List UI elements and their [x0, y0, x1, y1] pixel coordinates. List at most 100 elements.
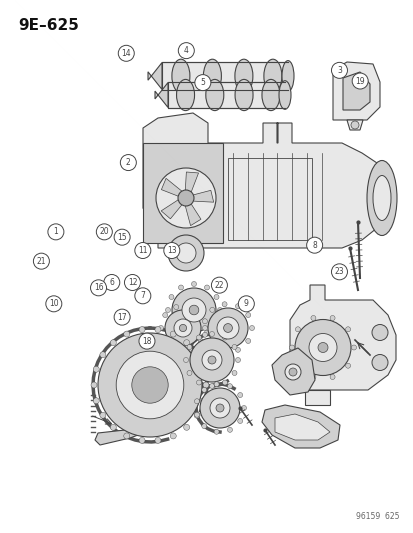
Text: 18: 18	[142, 337, 151, 345]
Circle shape	[331, 264, 347, 280]
Polygon shape	[168, 82, 284, 108]
Ellipse shape	[234, 59, 252, 93]
Ellipse shape	[139, 438, 145, 443]
Ellipse shape	[235, 358, 240, 362]
Ellipse shape	[183, 340, 189, 346]
Circle shape	[104, 274, 119, 290]
Ellipse shape	[191, 334, 196, 338]
Polygon shape	[142, 113, 386, 248]
Circle shape	[96, 224, 112, 240]
Ellipse shape	[169, 320, 173, 326]
Circle shape	[124, 274, 140, 290]
Ellipse shape	[171, 59, 190, 93]
Circle shape	[48, 224, 64, 240]
Polygon shape	[304, 390, 329, 405]
Text: 12: 12	[128, 278, 137, 287]
Circle shape	[371, 354, 387, 370]
Text: 6: 6	[109, 278, 114, 287]
Ellipse shape	[173, 346, 178, 351]
Ellipse shape	[110, 424, 116, 430]
Ellipse shape	[162, 338, 167, 343]
Text: 7: 7	[140, 292, 145, 300]
Ellipse shape	[261, 79, 279, 111]
Text: 15: 15	[117, 233, 127, 241]
Ellipse shape	[372, 175, 390, 221]
Ellipse shape	[183, 358, 188, 362]
Ellipse shape	[204, 330, 209, 335]
Ellipse shape	[187, 346, 192, 351]
Text: 17: 17	[117, 313, 127, 321]
Ellipse shape	[209, 344, 214, 349]
Ellipse shape	[227, 427, 232, 432]
Ellipse shape	[202, 319, 207, 324]
Polygon shape	[161, 62, 287, 90]
Ellipse shape	[235, 304, 240, 309]
Circle shape	[207, 308, 247, 348]
Ellipse shape	[345, 363, 350, 368]
Ellipse shape	[202, 382, 209, 388]
Ellipse shape	[170, 433, 176, 439]
Polygon shape	[161, 200, 181, 219]
Ellipse shape	[194, 412, 199, 417]
Circle shape	[135, 243, 150, 259]
Ellipse shape	[237, 418, 242, 424]
Circle shape	[294, 319, 350, 376]
Circle shape	[238, 296, 254, 312]
Ellipse shape	[198, 338, 203, 343]
Ellipse shape	[100, 352, 106, 358]
Circle shape	[171, 288, 216, 332]
Ellipse shape	[201, 387, 206, 392]
Text: 16: 16	[93, 284, 103, 292]
Circle shape	[139, 333, 154, 349]
Ellipse shape	[221, 302, 227, 307]
Ellipse shape	[227, 384, 232, 389]
Ellipse shape	[241, 406, 246, 410]
Ellipse shape	[310, 375, 315, 379]
Circle shape	[176, 243, 195, 263]
Ellipse shape	[209, 384, 214, 389]
Circle shape	[288, 368, 296, 376]
Ellipse shape	[202, 326, 207, 330]
Ellipse shape	[183, 424, 189, 430]
Circle shape	[33, 253, 49, 269]
Polygon shape	[271, 348, 314, 395]
Circle shape	[135, 288, 150, 304]
Ellipse shape	[123, 433, 129, 439]
Text: 4: 4	[183, 46, 188, 55]
Ellipse shape	[169, 295, 173, 300]
Circle shape	[118, 45, 134, 61]
Circle shape	[46, 296, 62, 312]
Ellipse shape	[217, 308, 222, 312]
Polygon shape	[95, 408, 180, 445]
Circle shape	[306, 237, 322, 253]
Text: 10: 10	[49, 300, 59, 308]
Polygon shape	[154, 83, 168, 108]
Ellipse shape	[281, 61, 293, 91]
Polygon shape	[289, 285, 395, 390]
Polygon shape	[193, 190, 213, 202]
Ellipse shape	[245, 312, 250, 318]
Polygon shape	[261, 405, 339, 448]
Circle shape	[207, 356, 216, 364]
Text: 9E–625: 9E–625	[18, 18, 79, 33]
Ellipse shape	[196, 335, 201, 340]
Ellipse shape	[123, 331, 129, 337]
Ellipse shape	[222, 380, 227, 385]
Ellipse shape	[200, 366, 206, 372]
Text: 96159  625: 96159 625	[356, 512, 399, 521]
Ellipse shape	[231, 370, 237, 376]
Polygon shape	[185, 204, 200, 225]
Ellipse shape	[187, 370, 192, 376]
Ellipse shape	[278, 80, 290, 109]
Circle shape	[114, 309, 130, 325]
Text: 8: 8	[311, 241, 316, 249]
Circle shape	[120, 155, 136, 171]
Polygon shape	[161, 179, 181, 196]
Circle shape	[173, 319, 192, 337]
Ellipse shape	[214, 295, 218, 300]
Ellipse shape	[204, 285, 209, 290]
Ellipse shape	[154, 327, 161, 333]
Ellipse shape	[93, 366, 99, 372]
Ellipse shape	[173, 304, 178, 310]
Text: 21: 21	[37, 257, 46, 265]
